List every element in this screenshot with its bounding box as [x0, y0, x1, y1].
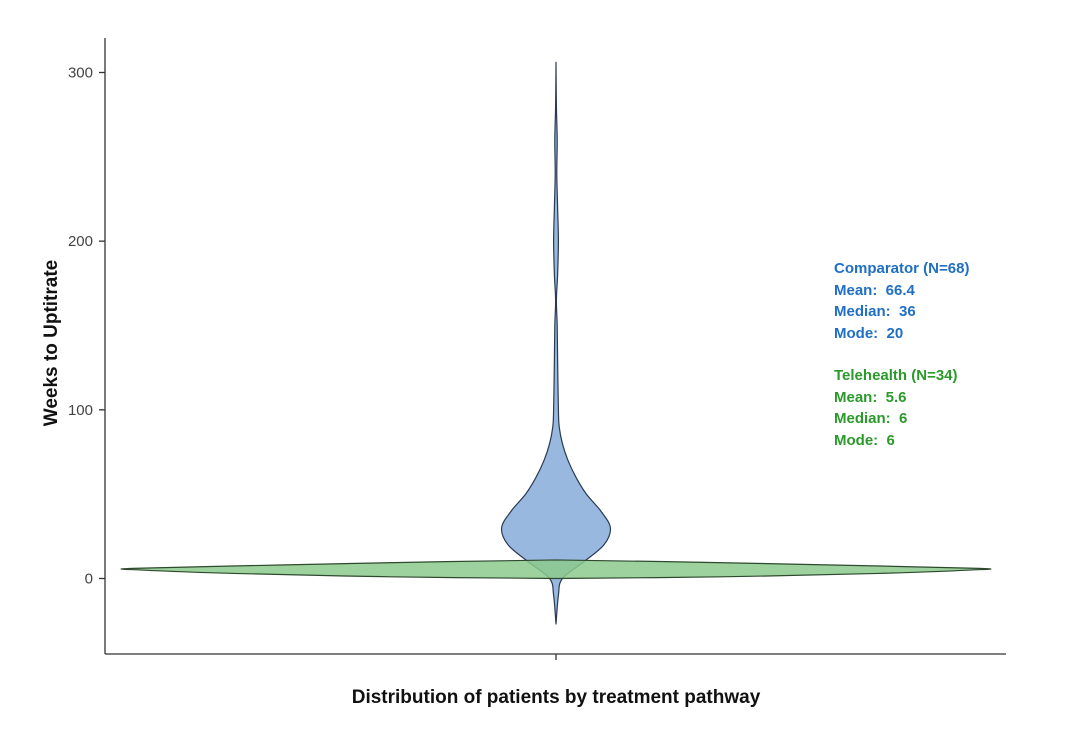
- telehealth-violin: [120, 559, 992, 580]
- comparator-stats: Comparator (N=68) Mean: 66.4 Median: 36 …: [834, 258, 969, 344]
- y-axis-title: Weeks to Uptitrate: [41, 260, 62, 426]
- y-tick-label: 200: [68, 233, 93, 250]
- comparator-violin: [500, 61, 612, 625]
- y-tick-label: 100: [68, 402, 93, 419]
- y-tick-label: 300: [68, 64, 93, 81]
- telehealth-mode: Mode: 6: [834, 431, 895, 449]
- stats-annotation: Comparator (N=68) Mean: 66.4 Median: 36 …: [834, 258, 969, 472]
- telehealth-stats-title: Telehealth (N=34): [834, 367, 958, 384]
- comparator-stats-title: Comparator (N=68): [834, 260, 970, 277]
- telehealth-mean: Mean: 5.6: [834, 388, 907, 406]
- axes: [104, 38, 1006, 660]
- violins: [120, 61, 992, 625]
- comparator-mean: Mean: 66.4: [834, 281, 915, 299]
- y-ticks: 0 100 200 300: [68, 64, 105, 588]
- telehealth-median: Median: 6: [834, 410, 908, 427]
- x-axis-title: Distribution of patients by treatment pa…: [352, 687, 761, 708]
- comparator-median: Median: 36: [834, 303, 916, 320]
- comparator-mode: Mode: 20: [834, 324, 904, 342]
- telehealth-stats: Telehealth (N=34) Mean: 5.6 Median: 6 Mo…: [834, 365, 969, 451]
- y-tick-label: 0: [85, 571, 93, 588]
